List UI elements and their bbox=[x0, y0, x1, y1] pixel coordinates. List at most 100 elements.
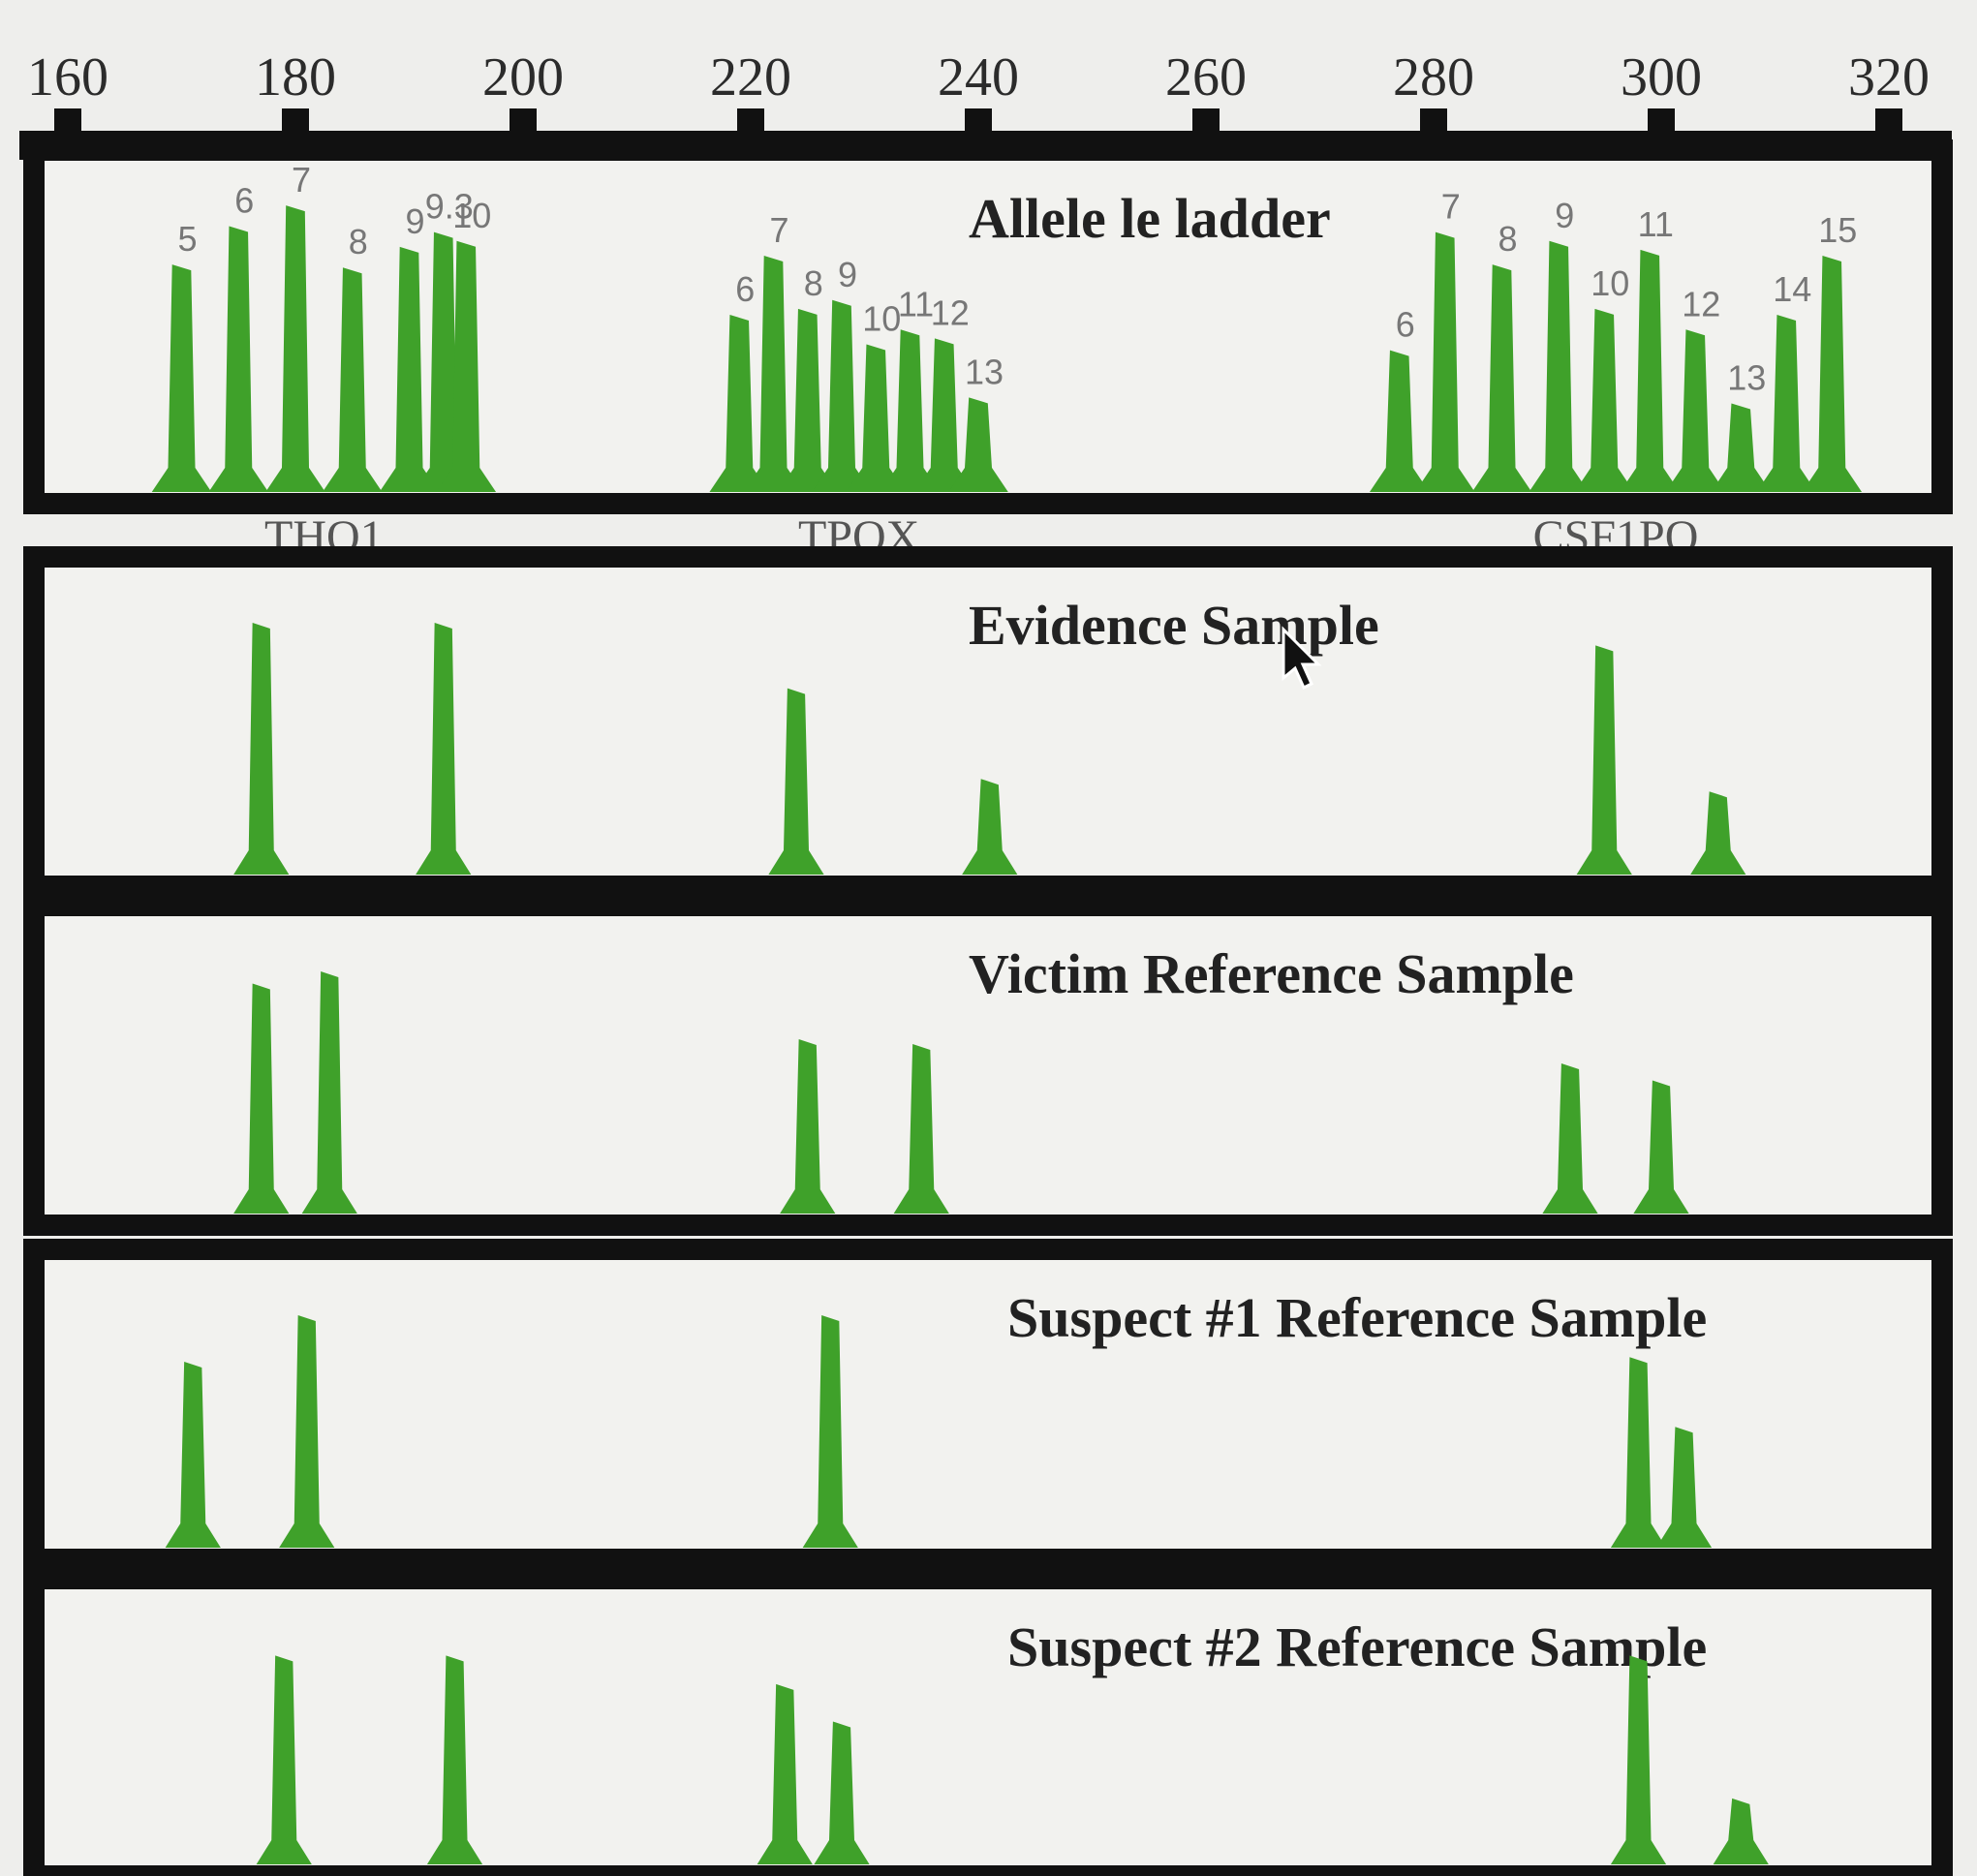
ladder-peak bbox=[265, 205, 325, 492]
allele-label: 10 bbox=[1591, 263, 1629, 303]
ladder-peak bbox=[743, 256, 804, 492]
panel-title: Evidence Sample bbox=[969, 594, 1379, 657]
x-axis: 160 180 200 220 240 260 280 300 320 bbox=[19, 47, 1952, 160]
x-tick-label: 300 bbox=[1621, 47, 1702, 108]
allele-label: 9.3 bbox=[425, 187, 474, 227]
ladder-peak bbox=[709, 315, 770, 492]
sample-peak bbox=[757, 1683, 813, 1864]
sample-peak bbox=[768, 688, 824, 875]
ladder-peak bbox=[913, 338, 974, 492]
x-tick-label: 200 bbox=[482, 47, 564, 108]
allele-label: 9 bbox=[405, 201, 424, 241]
sample-peak bbox=[962, 779, 1018, 875]
sample-peak bbox=[256, 1655, 312, 1864]
panel: Suspect #1 Reference Sample bbox=[23, 1239, 1953, 1570]
x-tick-label: 180 bbox=[255, 47, 336, 108]
x-tick-mark bbox=[54, 108, 81, 138]
sample-peak bbox=[1655, 1427, 1713, 1548]
panel: Suspect #2 Reference Sample bbox=[23, 1568, 1953, 1876]
allele-label: 6 bbox=[1396, 305, 1415, 345]
sample-peak bbox=[1713, 1798, 1769, 1864]
x-tick-label: 240 bbox=[938, 47, 1019, 108]
ladder-peak bbox=[379, 246, 440, 492]
sample-peak bbox=[165, 1362, 221, 1548]
panel-title: Victim Reference Sample bbox=[969, 942, 1574, 1005]
sample-peak bbox=[1610, 1357, 1667, 1548]
ladder-peak bbox=[1802, 256, 1863, 492]
allele-label: 15 bbox=[1818, 210, 1857, 250]
panel-title: Suspect #2 Reference Sample bbox=[1007, 1615, 1707, 1678]
allele-label: 6 bbox=[735, 269, 755, 309]
allele-label: 8 bbox=[349, 222, 368, 261]
ladder-peak bbox=[948, 397, 1008, 492]
x-tick-mark bbox=[510, 108, 537, 138]
x-tick-label: 260 bbox=[1165, 47, 1247, 108]
panel-title: Allele le ladder bbox=[969, 187, 1331, 250]
ladder-peak bbox=[777, 308, 838, 492]
ladder-peak bbox=[1574, 308, 1635, 492]
x-tick-mark bbox=[965, 108, 992, 138]
ladder-peak bbox=[1711, 403, 1772, 492]
sample-peak bbox=[1633, 1080, 1689, 1214]
allele-label: 7 bbox=[292, 160, 311, 200]
panel-frame bbox=[23, 895, 1953, 1236]
ladder-peak bbox=[322, 267, 383, 492]
ladder-peak bbox=[1665, 329, 1726, 492]
x-tick-mark bbox=[282, 108, 309, 138]
ladder-peak bbox=[1369, 350, 1430, 492]
panel-frame bbox=[23, 1239, 1953, 1570]
ladder-peak bbox=[413, 231, 474, 492]
ladder-peak bbox=[1620, 249, 1681, 492]
x-tick-mark bbox=[1648, 108, 1675, 138]
sample-peak bbox=[1576, 645, 1632, 875]
sample-peak bbox=[426, 1655, 483, 1864]
ladder-peak bbox=[846, 344, 907, 492]
sample-peak bbox=[814, 1721, 870, 1864]
allele-label: 13 bbox=[965, 352, 1004, 391]
x-tick-label: 220 bbox=[710, 47, 791, 108]
panel: Evidence Sample bbox=[23, 546, 1953, 897]
sample-peak bbox=[416, 623, 472, 875]
allele-label: 9 bbox=[838, 255, 857, 294]
panel-frame bbox=[23, 1568, 1953, 1876]
allele-label: 7 bbox=[1441, 187, 1461, 227]
allele-label: 8 bbox=[804, 263, 823, 303]
allele-label: 10 bbox=[862, 299, 901, 339]
allele-label: 8 bbox=[1498, 219, 1517, 259]
sample-peak bbox=[893, 1044, 949, 1214]
ladder-peak bbox=[1529, 240, 1590, 492]
allele-label: 6 bbox=[234, 181, 254, 221]
allele-label: 11 bbox=[898, 284, 934, 323]
allele-label: 12 bbox=[1682, 284, 1720, 323]
allele-label: 10 bbox=[452, 196, 491, 235]
sample-peak bbox=[802, 1315, 858, 1548]
allele-label: 12 bbox=[931, 292, 970, 332]
x-tick-mark bbox=[1192, 108, 1220, 138]
x-tick-label: 160 bbox=[27, 47, 108, 108]
x-tick-label: 280 bbox=[1393, 47, 1474, 108]
x-tick-mark bbox=[1875, 108, 1902, 138]
allele-label: 11 bbox=[1638, 204, 1674, 244]
ladder-peak bbox=[208, 226, 269, 492]
sample-peak bbox=[1542, 1063, 1598, 1214]
ladder-peak bbox=[1471, 264, 1532, 492]
x-tick-label: 320 bbox=[1848, 47, 1930, 108]
sample-peak bbox=[1690, 791, 1746, 875]
allele-label: 5 bbox=[177, 219, 197, 259]
ladder-peak bbox=[812, 299, 872, 492]
ladder-peak bbox=[880, 329, 941, 492]
panel-title: Suspect #1 Reference Sample bbox=[1007, 1286, 1707, 1349]
panel: Victim Reference Sample bbox=[23, 895, 1953, 1236]
x-tick-mark bbox=[737, 108, 764, 138]
mouse-pointer-icon bbox=[1282, 626, 1322, 691]
sample-peak bbox=[301, 971, 357, 1214]
allele-label: 7 bbox=[769, 210, 788, 250]
allele-label: 13 bbox=[1727, 358, 1766, 398]
sample-peak bbox=[1610, 1655, 1667, 1864]
allele-label: 14 bbox=[1773, 269, 1811, 309]
ladder-peak bbox=[1414, 231, 1475, 492]
allele-label: 9 bbox=[1555, 196, 1574, 235]
